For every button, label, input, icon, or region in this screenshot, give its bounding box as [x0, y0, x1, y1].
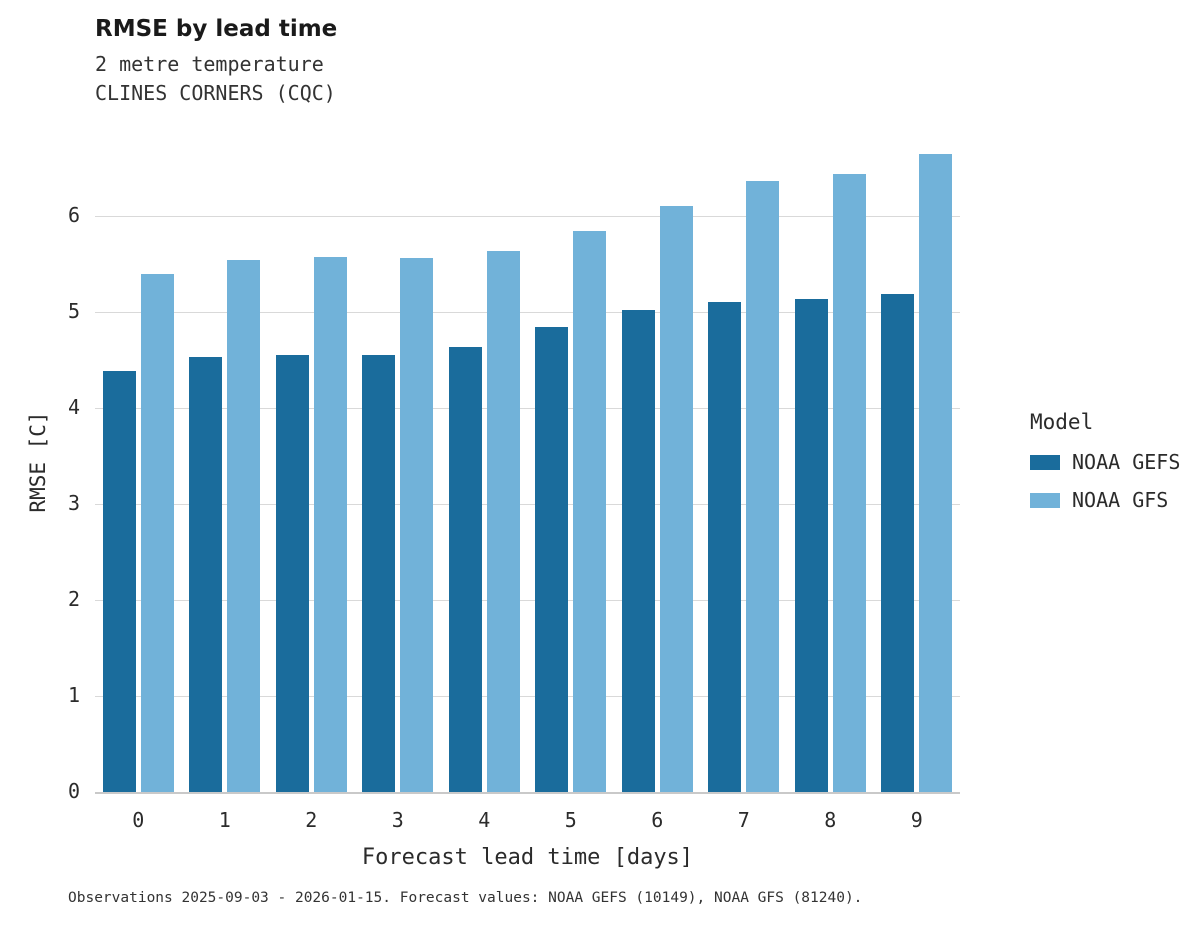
y-tick-label: 0 — [67, 779, 80, 803]
footnote-caption: Observations 2025-09-03 - 2026-01-15. Fo… — [68, 890, 863, 906]
bar-noaa-gfs-day-7 — [746, 180, 780, 792]
bar-noaa-gfs-day-4 — [486, 250, 520, 792]
bar-noaa-gefs-day-6 — [621, 310, 655, 792]
bar-noaa-gefs-day-5 — [535, 326, 569, 792]
bar-noaa-gfs-day-1 — [227, 260, 261, 792]
legend-items: NOAA GEFS NOAA GFS — [1030, 450, 1180, 512]
x-tick-label: 8 — [824, 808, 837, 832]
y-tick-label: 2 — [67, 587, 80, 612]
x-tick-label: 5 — [564, 808, 577, 832]
bar-noaa-gfs-day-6 — [659, 205, 693, 792]
bar-noaa-gefs-day-7 — [708, 301, 742, 792]
x-tick-label: 0 — [132, 808, 145, 832]
y-tick-label: 5 — [67, 299, 80, 324]
y-tick-label: 4 — [67, 395, 80, 420]
x-tick-label: 6 — [651, 808, 664, 832]
x-tick-label: 4 — [478, 808, 491, 832]
plot-area — [95, 130, 960, 794]
gridline — [95, 504, 960, 506]
chart-title: RMSE by lead time — [95, 16, 338, 42]
bar-noaa-gfs-day-8 — [832, 174, 866, 792]
gridline — [95, 312, 960, 314]
x-tick-label: 7 — [737, 808, 750, 832]
bar-noaa-gfs-day-2 — [313, 256, 347, 792]
y-tick-label: 6 — [67, 203, 80, 228]
legend-item-noaa-gefs: NOAA GEFS — [1030, 450, 1180, 474]
bar-noaa-gfs-day-5 — [573, 230, 607, 792]
gridline — [95, 600, 960, 602]
bar-noaa-gefs-day-0 — [102, 370, 136, 792]
x-axis-label: Forecast lead time [days] — [361, 845, 694, 870]
bar-noaa-gefs-day-9 — [881, 294, 915, 792]
y-tick-label: 1 — [67, 683, 80, 708]
bar-noaa-gefs-day-2 — [275, 355, 309, 792]
y-tick-label: 3 — [67, 491, 80, 516]
title-block: RMSE by lead time 2 metre temperature CL… — [95, 16, 337, 108]
legend-label: NOAA GEFS — [1072, 450, 1181, 474]
legend-item-noaa-gfs: NOAA GFS — [1030, 488, 1180, 512]
gridline — [95, 696, 960, 698]
legend-label: NOAA GFS — [1072, 488, 1169, 512]
bar-noaa-gefs-day-1 — [189, 357, 223, 792]
legend: Model NOAA GEFS NOAA GFS — [1030, 410, 1180, 526]
bar-noaa-gfs-day-0 — [140, 273, 174, 792]
gridline — [95, 408, 960, 410]
legend-swatch — [1030, 492, 1060, 508]
x-tick-label: 2 — [305, 808, 318, 832]
legend-title: Model — [1030, 410, 1094, 434]
gridline — [95, 216, 960, 218]
legend-swatch — [1030, 454, 1060, 470]
bar-noaa-gefs-day-4 — [448, 346, 482, 792]
chart-subtitle-variable: 2 metre temperature — [95, 52, 324, 76]
x-tick-label: 1 — [218, 808, 231, 832]
chart-subtitle-station: CLINES CORNERS (CQC) — [95, 81, 336, 105]
bar-noaa-gfs-day-3 — [400, 257, 434, 792]
bar-noaa-gefs-day-8 — [794, 298, 828, 792]
bar-noaa-gefs-day-3 — [362, 354, 396, 792]
x-tick-label: 3 — [391, 808, 404, 832]
x-tick-label: 9 — [910, 808, 923, 832]
bar-noaa-gfs-day-9 — [919, 153, 953, 792]
